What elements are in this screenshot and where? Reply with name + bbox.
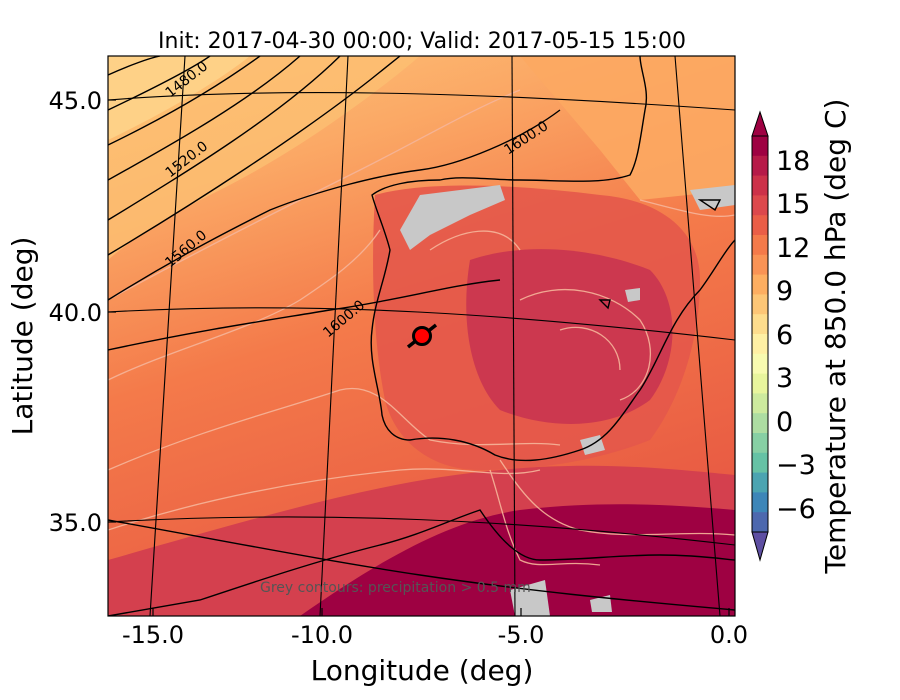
cb-tick-6: 6 [776, 320, 793, 351]
chart-title: Init: 2017-04-30 00:00; Valid: 2017-05-1… [158, 29, 686, 54]
colorbar-bins [752, 136, 768, 533]
map-area [108, 56, 735, 616]
colorbar-ticks: 18 15 12 9 6 3 0 −3 −6 [776, 146, 816, 525]
colorbar-extend-bottom [751, 531, 769, 562]
colorbar-bin [752, 512, 768, 533]
precipitation-patches [400, 185, 735, 616]
map-frame [107, 55, 736, 617]
colorbar-bin [752, 294, 768, 315]
colorbar-bin [752, 215, 768, 236]
cb-tick-minus6: −6 [776, 494, 816, 525]
cb-tick-minus3: −3 [776, 450, 816, 481]
africa-hottest [300, 504, 735, 616]
colorbar-bin [752, 254, 768, 276]
colorbar-bin [752, 413, 768, 434]
ne-region [520, 56, 735, 200]
colorbar-bin [752, 136, 768, 157]
x-tick-minus5: -5.0 [498, 621, 545, 649]
colorbar-bin [752, 195, 768, 216]
cb-tick-9: 9 [776, 276, 793, 307]
coastlines [108, 56, 735, 616]
graticule [108, 56, 735, 616]
cb-tick-3: 3 [776, 363, 793, 394]
geopotential-contours [108, 56, 735, 611]
colorbar-bin [752, 433, 768, 454]
colorbar-bin [752, 235, 768, 256]
colorbar-bin [752, 155, 768, 177]
cool-region [108, 56, 420, 260]
y-tick-45: 45.0 [49, 87, 102, 115]
colorbar-bin [752, 452, 768, 474]
cb-tick-15: 15 [776, 189, 810, 220]
colorbar-bin [752, 373, 768, 394]
colorbar-extend-top [751, 110, 769, 137]
colorbar-bin [752, 274, 768, 295]
cb-tick-0: 0 [776, 407, 793, 438]
colorbar: 18 15 12 9 6 3 0 −3 −6 Temperature at 85… [751, 99, 852, 575]
y-axis: 45.0 40.0 35.0 Latitude (deg) [6, 87, 116, 537]
x-tick-minus10: -10.0 [291, 621, 353, 649]
x-axis: -15.0 -10.0 -5.0 0.0 Longitude (deg) [122, 608, 748, 687]
interior-hot [466, 249, 673, 424]
colorbar-bin [752, 472, 768, 493]
colorbar-bin [752, 314, 768, 335]
cb-tick-18: 18 [776, 146, 810, 177]
x-tick-0: 0.0 [710, 621, 748, 649]
colorbar-bin [752, 393, 768, 414]
precipitation-note: Grey contours: precipitation > 0.5 mm [260, 580, 531, 596]
x-tick-minus15: -15.0 [122, 621, 184, 649]
colorbar-bin [752, 353, 768, 375]
y-tick-40: 40.0 [49, 299, 102, 327]
colorbar-bin [752, 175, 768, 196]
colorbar-bin [752, 334, 768, 355]
location-marker [406, 323, 438, 349]
x-axis-label: Longitude (deg) [311, 654, 534, 687]
colorbar-bin [752, 492, 768, 513]
colorbar-label: Temperature at 850.0 hPa (deg C) [819, 99, 852, 575]
y-tick-35: 35.0 [49, 509, 102, 537]
colorbar-frame [751, 135, 769, 533]
coolest-region [108, 56, 250, 140]
y-axis-label: Latitude (deg) [6, 237, 39, 436]
cb-tick-12: 12 [776, 233, 810, 264]
